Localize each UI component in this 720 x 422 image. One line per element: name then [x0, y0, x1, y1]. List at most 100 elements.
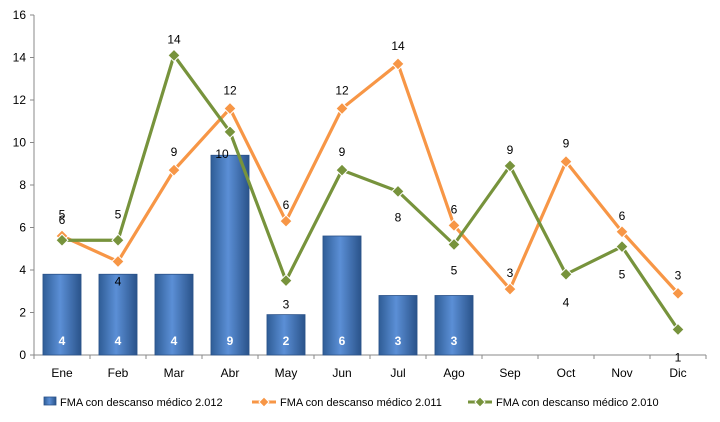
series-point [671, 322, 685, 337]
x-tick-label: Sep [499, 366, 521, 380]
line-data-label: 5 [619, 268, 626, 282]
x-tick-label: Jun [332, 366, 351, 380]
legend-swatch [43, 396, 57, 406]
x-tick-label: Ago [443, 366, 465, 380]
bar-jun [322, 235, 362, 356]
legend-label: FMA con descanso médico 2.012 [60, 397, 223, 409]
legend: FMA con descanso médico 2.012 FMA con des… [43, 396, 659, 409]
series-line-2 [62, 53, 680, 331]
series-point [447, 237, 461, 252]
legend-marker [474, 396, 486, 408]
legend-item-0: FMA con descanso médico 2.012 [43, 396, 223, 409]
series-point [335, 101, 349, 116]
x-tick-label: Abr [221, 366, 240, 380]
x-tick-label: Dic [669, 366, 686, 380]
line-data-label: 14 [167, 32, 181, 46]
x-tick-label: Oct [557, 366, 576, 380]
series-point [615, 239, 629, 254]
series-point [559, 267, 573, 281]
bar-data-label: 4 [115, 334, 122, 348]
line-data-label: 5 [451, 264, 458, 278]
lines [55, 48, 685, 337]
line-data-label: 1 [675, 351, 682, 365]
bar-may [266, 314, 306, 356]
line-data-label: 14 [391, 39, 405, 53]
line-data-label: 6 [59, 213, 66, 227]
bar-ago [434, 295, 474, 356]
y-tick-label: 6 [19, 221, 26, 235]
series-point [615, 225, 629, 239]
x-tick-label: Jul [390, 366, 405, 380]
line-data-label: 12 [335, 84, 349, 98]
legend-marker [258, 396, 270, 408]
series-point [111, 254, 125, 269]
y-tick-label: 4 [19, 263, 26, 277]
line-data-label: 3 [675, 268, 682, 282]
line-data-label: 6 [283, 198, 290, 212]
line-data-label: 9 [339, 145, 346, 159]
bars [42, 154, 474, 356]
series-point [167, 48, 181, 63]
y-tick-label: 12 [13, 93, 27, 107]
line-data-label: 5 [59, 207, 66, 221]
series-point [391, 57, 405, 71]
bar-feb [98, 273, 138, 356]
x-tick-label: Ene [51, 366, 73, 380]
y-tick-label: 16 [13, 8, 27, 22]
line-data-label: 9 [171, 145, 178, 159]
bar-data-label: 4 [171, 334, 178, 348]
line-data-label: 4 [563, 295, 570, 309]
legend-item-2: FMA con descanso médico 2.010 [468, 396, 659, 409]
bar-data-label: 6 [339, 334, 346, 348]
line-data-label: 3 [283, 298, 290, 312]
data-labels: 4 4 4 9 2 6 3 3 6 4 9 12 6 12 14 6 3 9 6 3 5 5 14 10 3 9 8 5 9 4 5 1 [59, 32, 682, 364]
x-tick-label: Mar [164, 366, 185, 380]
bar-data-label: 4 [59, 334, 66, 348]
line-data-label: 10 [215, 147, 229, 161]
series-point [167, 163, 181, 177]
bar-mar [154, 273, 194, 356]
y-tick-label: 0 [19, 348, 26, 362]
x-tick-label: Nov [611, 366, 632, 380]
series-point [111, 233, 125, 247]
bar-data-label: 9 [227, 334, 234, 348]
line-data-label: 8 [395, 210, 402, 224]
bar-jul [378, 295, 418, 356]
legend-label: FMA con descanso médico 2.011 [280, 397, 442, 409]
legend-label: FMA con descanso médico 2.010 [496, 397, 659, 409]
x-tick-label: May [275, 366, 298, 380]
bar-data-label: 3 [395, 334, 402, 348]
y-tick-label: 8 [19, 178, 26, 192]
bar-ene [42, 273, 82, 356]
series-point [447, 218, 461, 233]
series-point [55, 233, 69, 247]
series-point [503, 282, 517, 296]
y-tick-label: 10 [13, 136, 27, 150]
series-point [335, 163, 349, 177]
line-data-label: 6 [451, 202, 458, 216]
line-data-label: 9 [507, 143, 514, 157]
series-point [671, 286, 685, 301]
series-point [279, 273, 293, 288]
series-point [559, 154, 573, 169]
y-tick-label: 14 [13, 51, 27, 65]
series-point [503, 159, 517, 173]
line-data-label: 3 [507, 266, 514, 280]
line-data-label: 12 [223, 84, 237, 98]
line-data-label: 9 [563, 137, 570, 151]
series-point [223, 101, 237, 116]
series-point [391, 184, 405, 199]
x-tick-label: Feb [108, 366, 129, 380]
series-point [279, 214, 293, 228]
legend-item-1: FMA con descanso médico 2.011 [252, 396, 442, 409]
series-line-1 [61, 62, 680, 295]
line-data-label: 4 [115, 275, 122, 289]
line-data-label: 6 [619, 209, 626, 223]
line-data-label: 5 [115, 207, 122, 221]
series-point [223, 125, 237, 139]
y-tick-label: 2 [19, 306, 26, 320]
bar-data-label: 2 [283, 334, 290, 348]
bar-abr [210, 154, 250, 356]
